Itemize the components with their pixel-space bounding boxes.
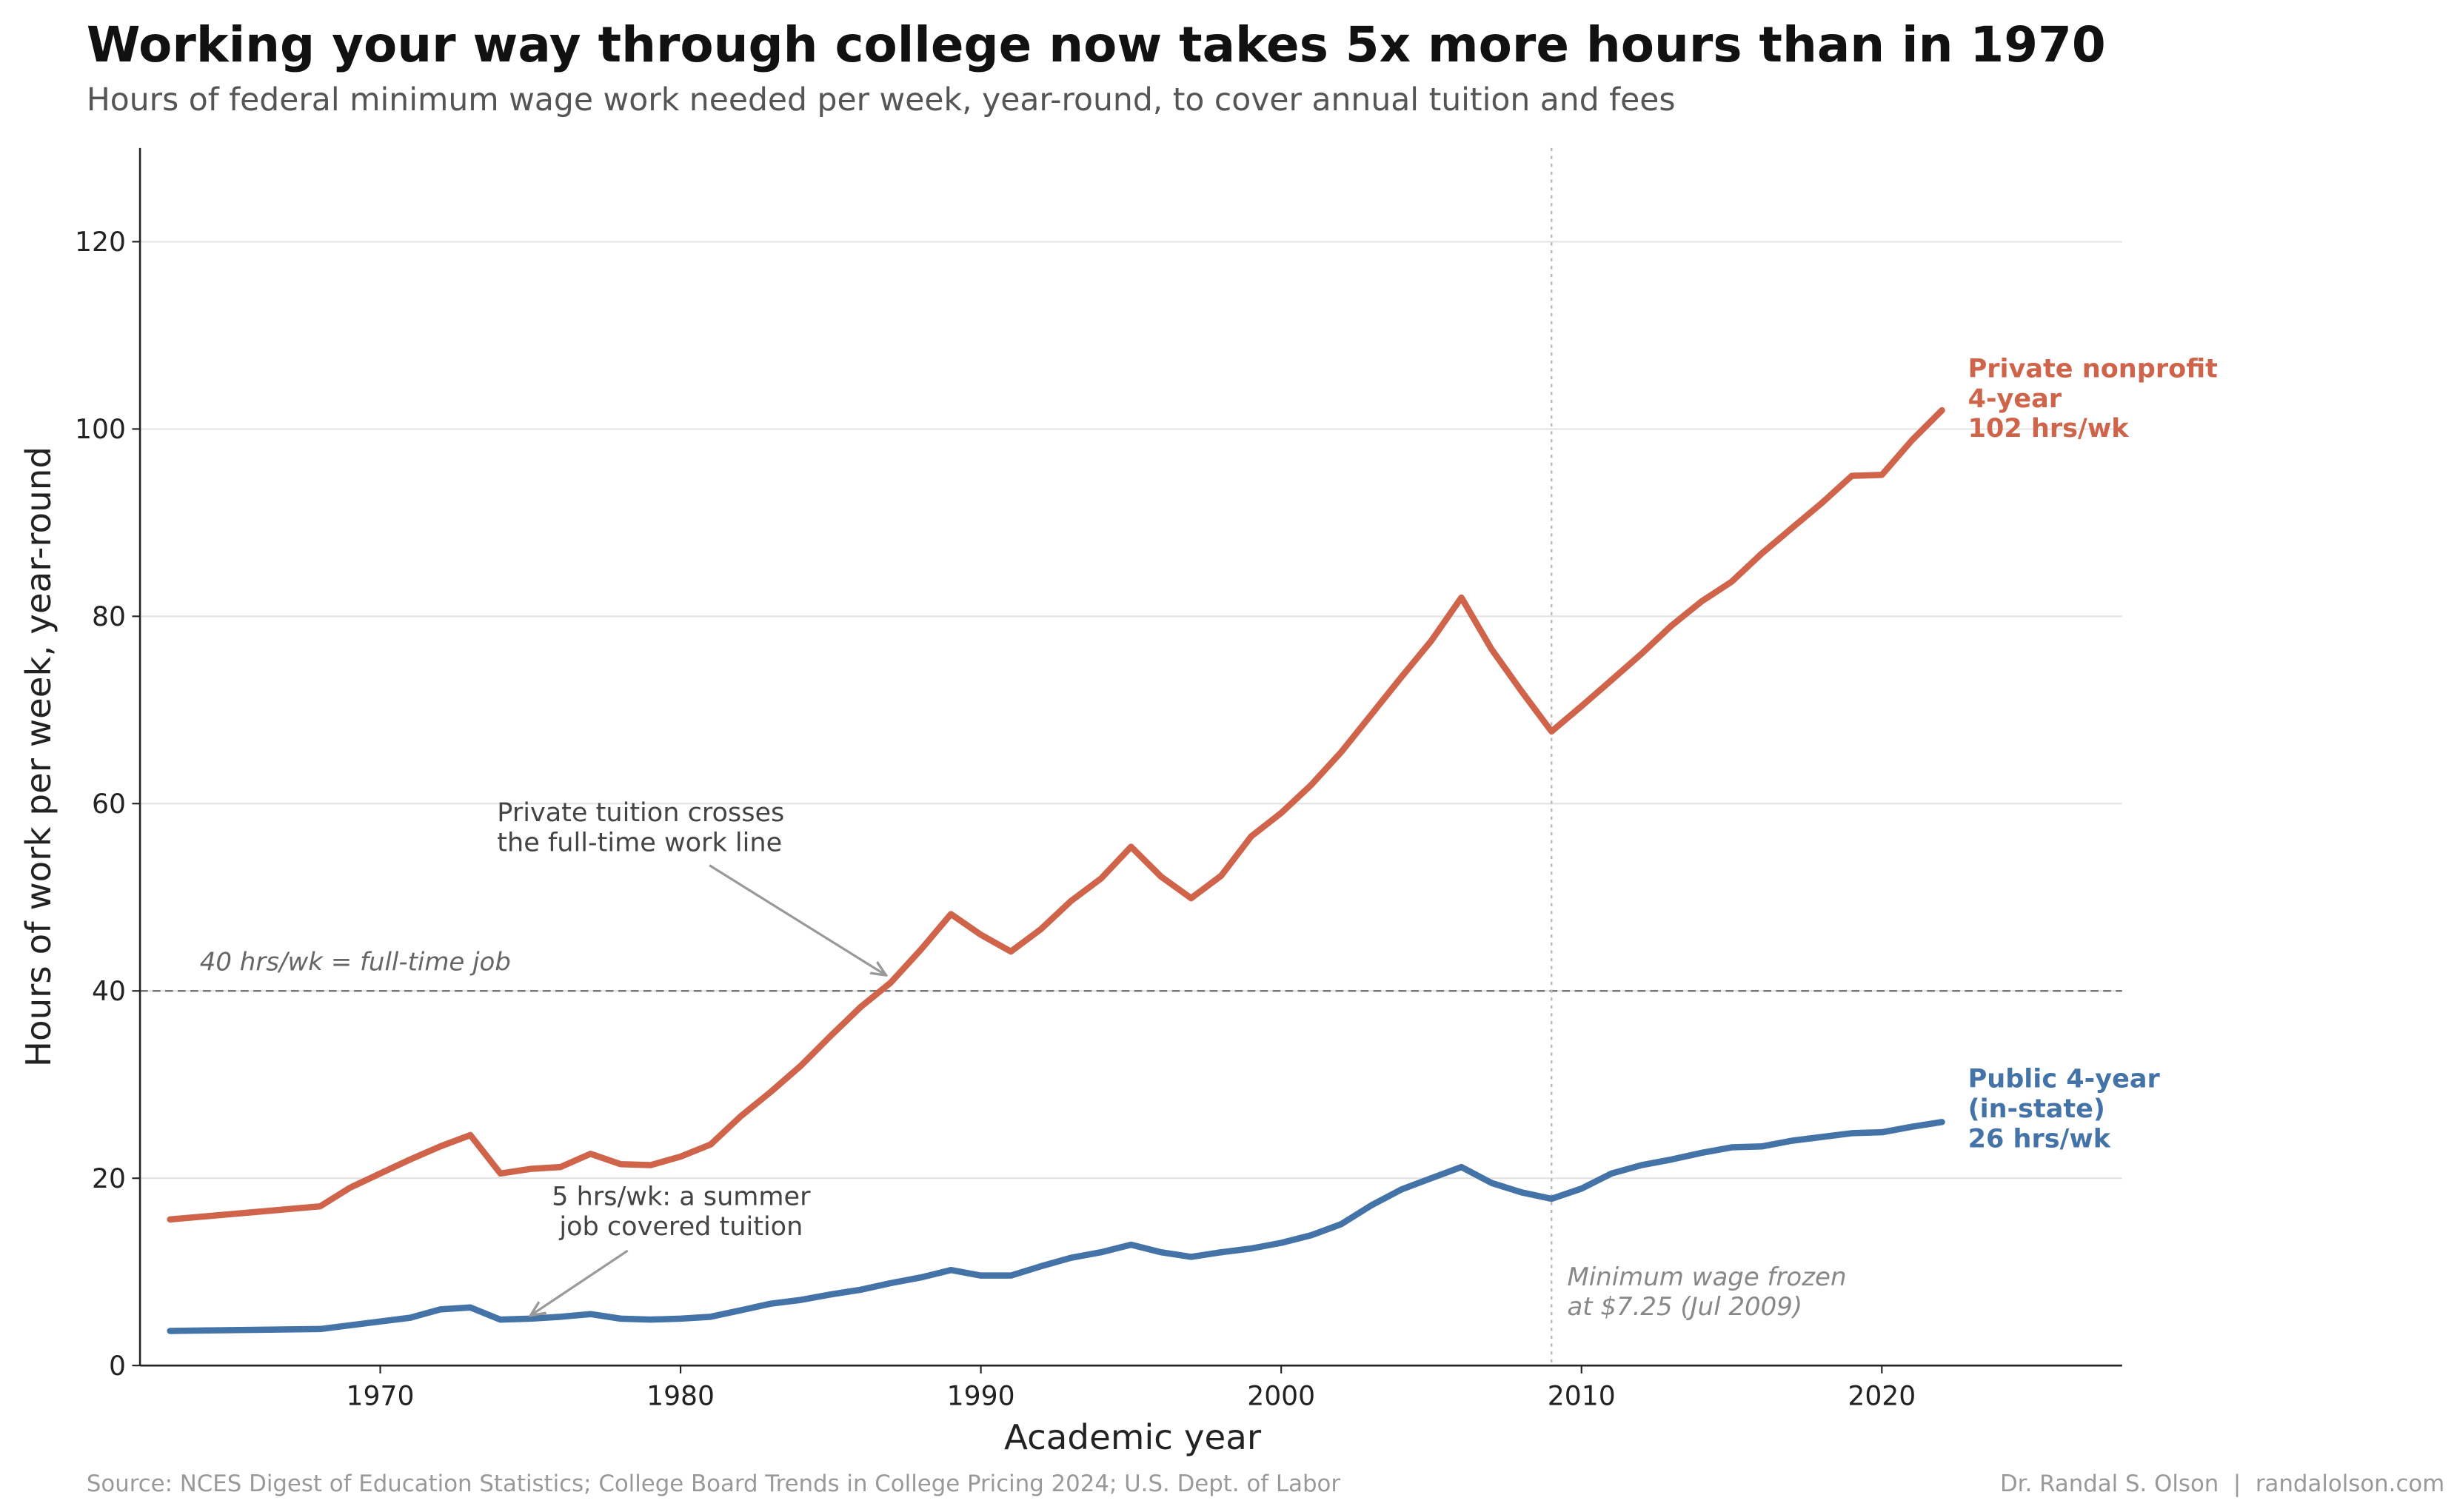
- y-tick-label: 80: [92, 601, 126, 632]
- annotation-text: Private tuition crosses: [497, 797, 784, 828]
- y-axis-label: Hours of work per week, year-round: [19, 446, 59, 1067]
- chart-title: Working your way through college now tak…: [87, 16, 2106, 73]
- annotation-arrow: [530, 1249, 629, 1316]
- x-axis-label: Academic year: [1004, 1418, 1262, 1458]
- y-tick-label: 0: [109, 1350, 126, 1382]
- x-tick-label: 1990: [947, 1379, 1015, 1411]
- source-note: Source: NCES Digest of Education Statist…: [87, 1471, 1341, 1497]
- y-tick-label: 60: [92, 788, 126, 820]
- annotation-text: 5 hrs/wk: a summer: [552, 1182, 811, 1212]
- reference-line-label: 40 hrs/wk = full-time job: [200, 948, 511, 977]
- annotation-text: the full-time work line: [497, 828, 782, 858]
- end-label-public: 26 hrs/wk: [1968, 1123, 2111, 1154]
- y-tick-label: 40: [92, 975, 126, 1007]
- y-tick-label: 120: [75, 226, 126, 258]
- min-wage-frozen-label: Minimum wage frozen: [1567, 1262, 1846, 1292]
- end-label-private: 4-year: [1968, 384, 2062, 414]
- min-wage-frozen-label: at $7.25 (Jul 2009): [1567, 1292, 1802, 1322]
- chart-subtitle: Hours of federal minimum wage work neede…: [87, 82, 1676, 118]
- x-tick-label: 2000: [1247, 1379, 1315, 1411]
- y-tick-label: 100: [75, 413, 126, 445]
- annotation-arrow: [709, 864, 886, 975]
- axes: 0 20 40 60 80 100 120 1970 1980 1990 2000 2010 2020: [75, 147, 2122, 1411]
- x-tick-label: 2020: [1848, 1379, 1916, 1411]
- end-label-public: Public 4-year: [1968, 1064, 2161, 1094]
- end-label-private: 102 hrs/wk: [1968, 413, 2130, 444]
- gridlines: [140, 241, 2122, 1180]
- annotation-text: job covered tuition: [558, 1211, 803, 1242]
- y-tick-label: 20: [92, 1163, 126, 1194]
- reference-lines: 40 hrs/wk = full-time job Minimum wage fr…: [140, 147, 2122, 1366]
- x-tick-label: 2010: [1548, 1379, 1616, 1411]
- end-label-private: Private nonprofit: [1968, 353, 2218, 384]
- end-label-public: (in-state): [1968, 1094, 2105, 1124]
- x-tick-label: 1980: [646, 1379, 715, 1411]
- credit: Dr. Randal S. Olson | randalolson.com: [2000, 1471, 2444, 1497]
- x-tick-label: 1970: [347, 1379, 415, 1411]
- series-line-private: [167, 407, 1945, 1223]
- series-line-public: [167, 1119, 1945, 1334]
